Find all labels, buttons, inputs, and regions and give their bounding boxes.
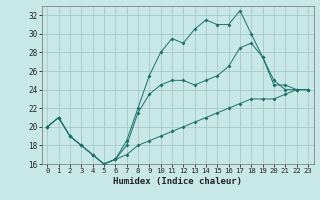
X-axis label: Humidex (Indice chaleur): Humidex (Indice chaleur) bbox=[113, 177, 242, 186]
